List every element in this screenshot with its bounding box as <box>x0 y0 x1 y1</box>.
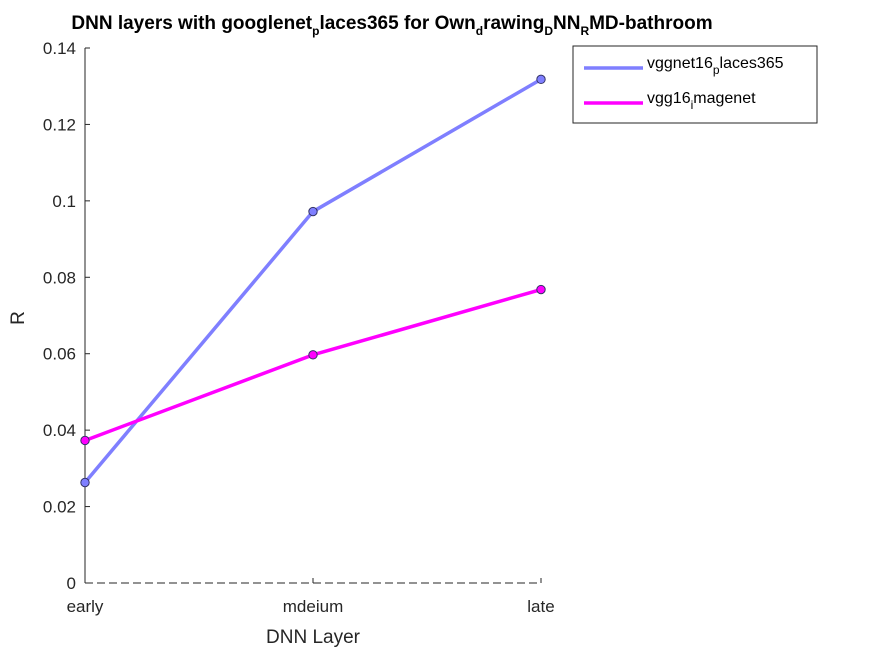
y-tick-label: 0.06 <box>43 345 76 364</box>
series-line <box>83 77 542 484</box>
y-tick-label: 0.14 <box>43 39 76 58</box>
data-point <box>308 206 318 217</box>
x-tick-label: mdeium <box>283 597 343 616</box>
chart-title: DNN layers with googlenetplaces365 for O… <box>71 13 712 38</box>
data-point <box>80 477 90 488</box>
y-tick-label: 0.04 <box>43 421 76 440</box>
data-point <box>80 435 90 446</box>
series-2 <box>80 284 546 446</box>
data-point <box>536 284 546 295</box>
x-axis-label: DNN Layer <box>266 627 361 648</box>
y-tick-label: 0.12 <box>43 115 76 134</box>
series-1 <box>80 74 546 488</box>
legend-box <box>572 45 818 124</box>
axes <box>84 48 541 584</box>
y-axis-label: R <box>8 311 29 325</box>
y-tick-label: 0 <box>67 574 76 593</box>
data-point <box>308 350 318 360</box>
series-line <box>84 287 542 443</box>
x-axis: early mdeium late <box>67 578 555 616</box>
legend-label: vgg16imagenet <box>647 90 756 112</box>
plot-area <box>80 74 546 488</box>
x-tick-label: early <box>67 597 104 616</box>
legend-label: vggnet16places365 <box>647 55 784 77</box>
data-point <box>536 74 546 85</box>
y-tick-label: 0.08 <box>43 268 76 287</box>
y-axis: 0 0.02 0.04 0.06 0.08 0.1 0.12 0.14 <box>43 39 90 593</box>
y-tick-label: 0.02 <box>43 498 76 517</box>
legend: vggnet16places365 vgg16imagenet <box>572 45 818 124</box>
y-tick-label: 0.1 <box>52 192 76 211</box>
x-tick-label: late <box>527 597 554 616</box>
